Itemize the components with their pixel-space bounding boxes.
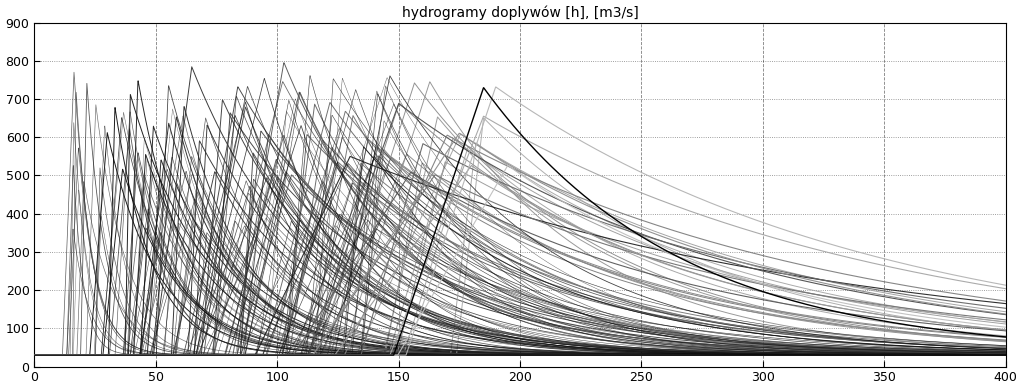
Title: hydrogramy doplywów [h], [m3/s]: hydrogramy doplywów [h], [m3/s] <box>402 5 638 20</box>
